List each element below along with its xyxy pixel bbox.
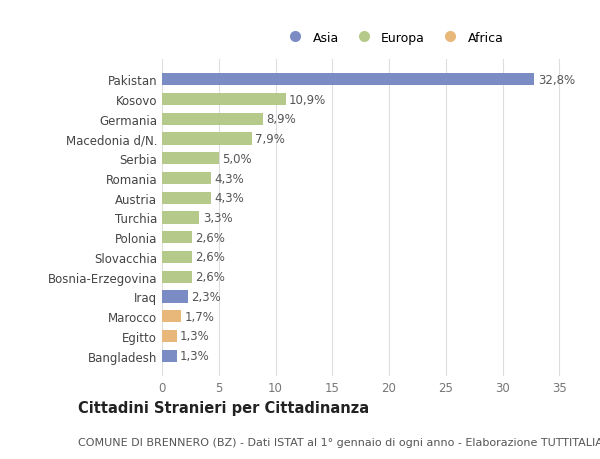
Bar: [162, 291, 188, 303]
Text: 1,3%: 1,3%: [180, 330, 210, 343]
Bar: [162, 212, 199, 224]
Bar: [162, 271, 191, 283]
Text: 4,3%: 4,3%: [214, 172, 244, 185]
Text: 8,9%: 8,9%: [266, 113, 296, 126]
Text: 10,9%: 10,9%: [289, 93, 326, 106]
Text: 2,6%: 2,6%: [195, 231, 225, 244]
Text: 2,6%: 2,6%: [195, 251, 225, 264]
Bar: [162, 173, 211, 185]
Bar: [162, 192, 211, 204]
Text: 2,6%: 2,6%: [195, 271, 225, 284]
Bar: [162, 113, 263, 126]
Text: 7,9%: 7,9%: [255, 133, 285, 146]
Text: 2,3%: 2,3%: [191, 290, 221, 303]
Text: 5,0%: 5,0%: [222, 152, 252, 165]
Bar: [162, 232, 191, 244]
Bar: [162, 153, 219, 165]
Text: 1,7%: 1,7%: [185, 310, 215, 323]
Text: 3,3%: 3,3%: [203, 212, 232, 224]
Bar: [162, 133, 251, 146]
Text: COMUNE DI BRENNERO (BZ) - Dati ISTAT al 1° gennaio di ogni anno - Elaborazione T: COMUNE DI BRENNERO (BZ) - Dati ISTAT al …: [78, 437, 600, 448]
Text: 32,8%: 32,8%: [538, 74, 575, 87]
Text: Cittadini Stranieri per Cittadinanza: Cittadini Stranieri per Cittadinanza: [78, 400, 369, 415]
Text: 1,3%: 1,3%: [180, 349, 210, 362]
Bar: [162, 330, 177, 342]
Bar: [162, 310, 181, 323]
Bar: [162, 350, 177, 362]
Bar: [162, 94, 286, 106]
Legend: Asia, Europa, Africa: Asia, Europa, Africa: [279, 28, 507, 48]
Bar: [162, 252, 191, 263]
Bar: [162, 74, 535, 86]
Text: 4,3%: 4,3%: [214, 192, 244, 205]
